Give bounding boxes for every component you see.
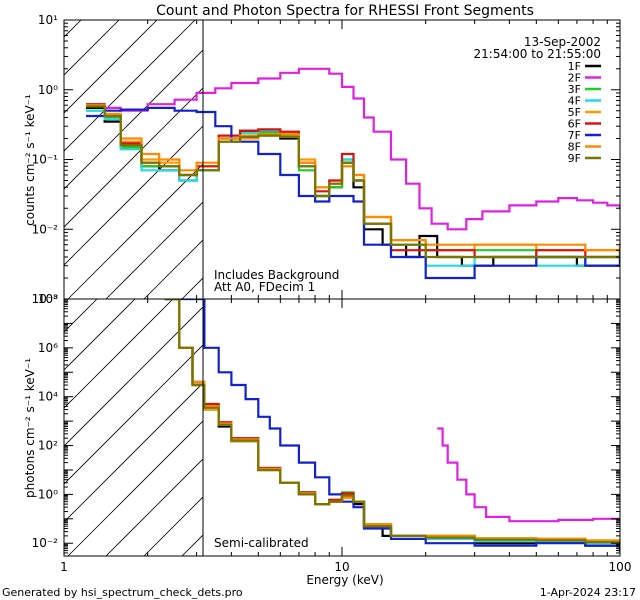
series-3F-counts bbox=[86, 109, 620, 259]
series-8F-counts bbox=[86, 104, 620, 252]
x-tick-label: 10 bbox=[334, 560, 349, 574]
series-1F-counts bbox=[86, 106, 620, 267]
hatch-line bbox=[296, 256, 596, 556]
y-tick-label: 10⁻² bbox=[32, 536, 59, 550]
x-tick-label: 100 bbox=[609, 560, 632, 574]
y-tick-label: 10⁶ bbox=[38, 341, 58, 355]
hatch-line bbox=[143, 239, 203, 299]
x-tick-label: 1 bbox=[60, 560, 68, 574]
y-tick-label: 10⁴ bbox=[38, 390, 58, 404]
series-5F-counts bbox=[86, 105, 620, 252]
legend-label-4F: 4F bbox=[568, 95, 581, 108]
hatch-line bbox=[448, 256, 640, 556]
series-2F-counts bbox=[86, 67, 620, 231]
chart-title: Count and Photon Spectra for RHESSI Fron… bbox=[156, 3, 534, 19]
series-6F-photons bbox=[164, 299, 620, 544]
hatch-line bbox=[64, 299, 136, 371]
legend-label-7F: 7F bbox=[568, 129, 581, 142]
attenuator-hatch-bottom bbox=[64, 256, 640, 556]
hatch-line bbox=[334, 256, 634, 556]
annotation-background: Includes Background bbox=[214, 268, 339, 282]
time-range-label: 21:54:00 to 21:55:00 bbox=[474, 47, 601, 61]
series-4F-photons bbox=[164, 299, 620, 545]
series-7F-counts bbox=[86, 106, 620, 280]
hatch-line bbox=[143, 496, 203, 556]
bottom-panel-frame bbox=[63, 298, 621, 557]
legend-label-8F: 8F bbox=[568, 141, 581, 154]
y-tick-label: 10⁰ bbox=[38, 83, 58, 97]
series-9F-counts bbox=[86, 105, 620, 259]
hatch-line bbox=[372, 256, 640, 556]
legend-label-2F: 2F bbox=[568, 72, 581, 85]
bottom-y-axis-label: photons cm⁻² s⁻¹ keV⁻¹ bbox=[23, 358, 37, 498]
hatch-line bbox=[258, 256, 558, 556]
legend-label-1F: 1F bbox=[568, 60, 581, 73]
footer-timestamp: 1-Apr-2024 23:17 bbox=[540, 586, 636, 599]
hatch-line bbox=[67, 420, 203, 556]
footer-generated-by: Generated by hsi_spectrum_check_dets.pro bbox=[2, 586, 243, 599]
hatch-line bbox=[64, 49, 203, 190]
annotation-attenuator: Att A0, FDecim 1 bbox=[214, 280, 315, 294]
legend-label-6F: 6F bbox=[568, 118, 581, 131]
hatch-line bbox=[64, 306, 203, 447]
y-tick-label: 10² bbox=[38, 439, 58, 453]
series-7F-photons bbox=[164, 299, 620, 547]
hatch-line bbox=[64, 20, 82, 38]
legend-label-3F: 3F bbox=[568, 83, 581, 96]
hatch-line bbox=[64, 87, 203, 228]
x-axis-label: Energy (keV) bbox=[306, 573, 383, 587]
y-tick-label: 10⁻¹ bbox=[32, 153, 59, 167]
y-tick-label: 10¹ bbox=[38, 13, 58, 27]
y-tick-label: 10⁻³ bbox=[32, 292, 59, 306]
series-5F-photons bbox=[164, 299, 620, 543]
legend-label-9F: 9F bbox=[568, 152, 581, 165]
series-9F-photons bbox=[164, 299, 620, 545]
hatch-line bbox=[410, 256, 640, 556]
annotation-semi-calibrated: Semi-calibrated bbox=[214, 536, 309, 550]
hatch-line bbox=[64, 20, 196, 152]
hatch-line bbox=[105, 201, 203, 299]
hatch-line bbox=[105, 458, 203, 556]
y-tick-label: 10⁰ bbox=[38, 487, 58, 501]
hatch-line bbox=[64, 299, 98, 333]
hatch-line bbox=[64, 382, 203, 523]
date-label: 13-Sep-2002 bbox=[524, 35, 601, 49]
hatch-line bbox=[64, 344, 203, 485]
legend-label-5F: 5F bbox=[568, 106, 581, 119]
series-8F-photons bbox=[164, 299, 620, 543]
hatch-line bbox=[64, 20, 120, 76]
series-2F-photons bbox=[437, 427, 620, 523]
y-tick-label: 10⁸ bbox=[38, 292, 58, 306]
series-3F-photons bbox=[164, 299, 620, 543]
hatch-line bbox=[67, 163, 203, 299]
hatch-line bbox=[64, 125, 203, 266]
top-y-axis-label: counts cm⁻² s⁻¹ keV⁻¹ bbox=[23, 94, 37, 226]
hatch-line bbox=[181, 534, 203, 556]
y-tick-label: 10⁻² bbox=[32, 222, 59, 236]
series-1F-photons bbox=[164, 299, 620, 552]
hatch-line bbox=[64, 20, 158, 114]
hatch-line bbox=[258, 0, 558, 299]
